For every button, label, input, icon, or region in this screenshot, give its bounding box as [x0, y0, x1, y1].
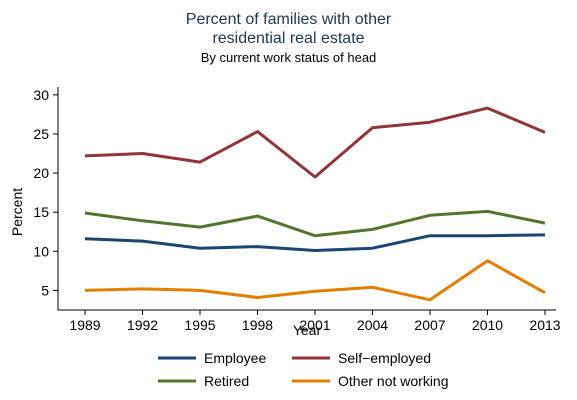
- legend: Employee Self−employed Retired Other not wo…: [158, 350, 449, 389]
- series-line-other-not-working: [84, 259, 546, 302]
- x-tick-label: 2001: [299, 317, 330, 333]
- y-tick-label: 25: [33, 126, 49, 142]
- legend-label-other-not-working: Other not working: [338, 373, 449, 389]
- y-tick-label: 30: [33, 87, 49, 103]
- legend-label-self-employed: Self−employed: [338, 350, 431, 366]
- x-tick-label: 2007: [414, 317, 445, 333]
- axes: 5 10 15 20 25 30 1989 1992 1995 1998 2001 2004 2007 2…: [33, 87, 560, 333]
- y-axis-title: Percent: [9, 188, 25, 236]
- y-tick-label: 5: [41, 282, 49, 298]
- x-tick-label: 1989: [69, 317, 100, 333]
- y-tick-label: 10: [33, 243, 49, 259]
- series-line-retired: [84, 209, 546, 238]
- x-tick-label: 2004: [357, 317, 388, 333]
- chart-subtitle: By current work status of head: [200, 50, 377, 65]
- series-lines: [84, 106, 546, 302]
- x-tick-label: 1992: [127, 317, 158, 333]
- x-tick-label: 1998: [242, 317, 273, 333]
- legend-label-retired: Retired: [204, 373, 249, 389]
- chart-title-line-2: residential real estate: [212, 30, 365, 47]
- chart-title-line-1: Percent of families with other: [185, 11, 392, 28]
- x-axis-title: Year: [293, 322, 322, 338]
- series-line-employee: [84, 233, 546, 252]
- x-tick-label: 2010: [472, 317, 503, 333]
- y-tick-label: 20: [33, 165, 49, 181]
- x-tick-label: 1995: [184, 317, 215, 333]
- series-line-self-employed: [84, 106, 546, 179]
- y-tick-label: 15: [33, 204, 49, 220]
- x-tick-label: 2013: [529, 317, 560, 333]
- legend-label-employee: Employee: [204, 350, 266, 366]
